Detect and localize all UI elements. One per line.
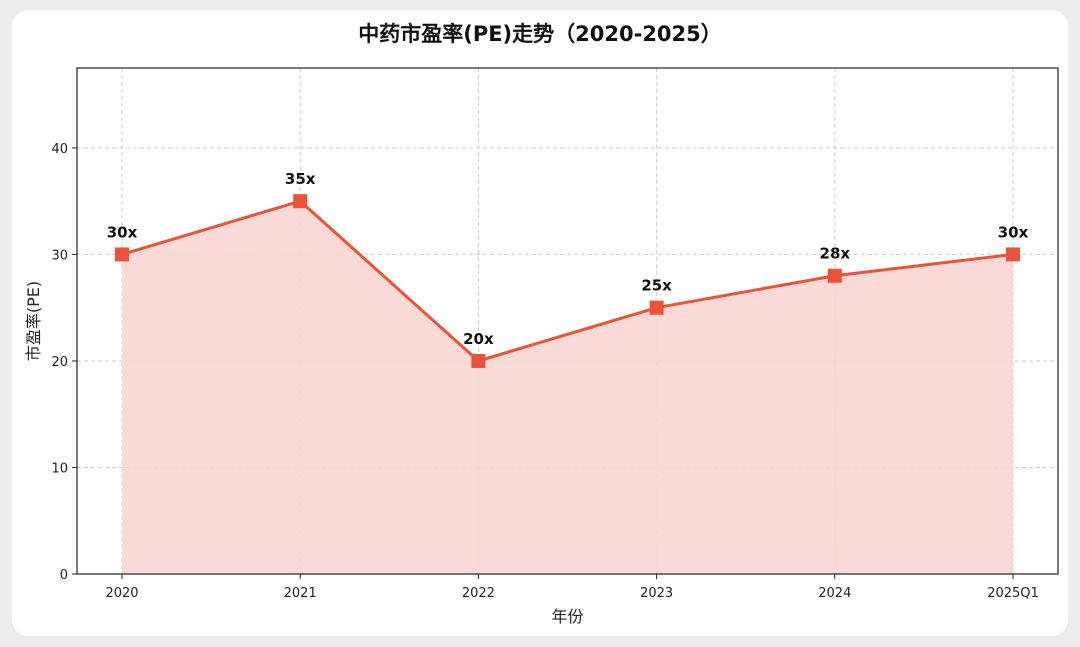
data-point-marker (827, 268, 842, 283)
axis-layer: 0 10 20 30 40 2020 2021 2022 2023 2024 2025Q1 (51, 67, 1059, 601)
y-tick-label: 20 (51, 355, 68, 370)
data-label: 30x (998, 223, 1029, 241)
data-point-marker (471, 353, 486, 368)
y-tick-label: 40 (51, 142, 68, 157)
y-tick-label: 30 (51, 248, 68, 263)
area-layer (122, 201, 1013, 574)
label-layer: 30x 35x 20x 25x 28x 30x (107, 170, 1029, 348)
area-fill (122, 201, 1013, 574)
chart-title: 中药市盈率(PE)走势（2020-2025） (358, 22, 722, 46)
x-tick-label: 2025Q1 (987, 586, 1039, 601)
data-label: 30x (107, 223, 138, 241)
data-label: 20x (463, 330, 494, 348)
data-point-marker (293, 194, 308, 209)
x-axis-label: 年份 (551, 607, 583, 626)
x-tick-label: 2020 (105, 586, 138, 601)
data-point-marker (1006, 247, 1020, 262)
data-label: 35x (285, 170, 316, 188)
x-tick-label: 2022 (462, 586, 495, 601)
x-tick-label: 2024 (818, 586, 851, 601)
series-line (121, 199, 1014, 363)
x-tick-label: 2021 (284, 586, 317, 601)
data-label: 25x (641, 277, 672, 295)
data-point-marker (649, 300, 664, 315)
plot-frame (76, 67, 1059, 575)
y-tick-label: 10 (51, 461, 68, 476)
data-point-marker (115, 247, 129, 262)
line-layer (121, 199, 1014, 363)
y-axis-label: 市盈率(PE) (24, 281, 43, 361)
y-tick-label: 0 (60, 568, 68, 583)
data-label: 28x (820, 245, 851, 263)
marker-layer (115, 194, 1020, 368)
x-tick-label: 2023 (640, 586, 673, 601)
